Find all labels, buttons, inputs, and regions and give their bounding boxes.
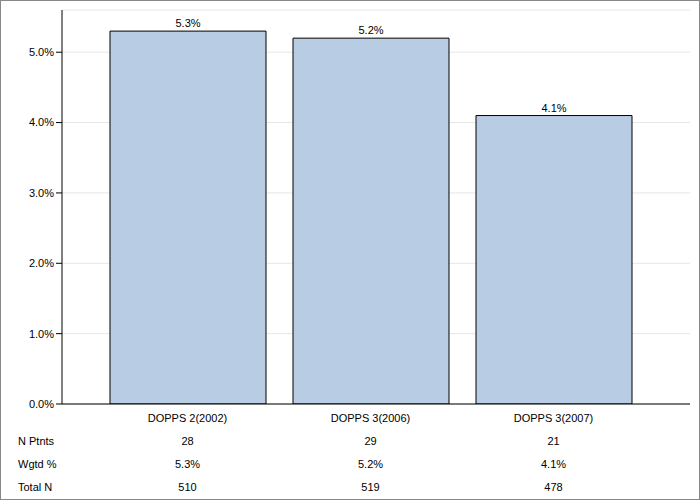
svg-text:29: 29 xyxy=(364,435,376,447)
svg-text:Wgtd %: Wgtd % xyxy=(18,458,57,470)
svg-text:4.0%: 4.0% xyxy=(29,116,54,128)
svg-text:519: 519 xyxy=(361,481,379,493)
svg-text:28: 28 xyxy=(181,435,193,447)
svg-text:4.1%: 4.1% xyxy=(541,102,566,114)
svg-text:4.1%: 4.1% xyxy=(541,458,566,470)
svg-text:5.2%: 5.2% xyxy=(358,24,383,36)
svg-text:DOPPS 3(2006): DOPPS 3(2006) xyxy=(331,412,410,424)
svg-text:510: 510 xyxy=(178,481,196,493)
svg-text:21: 21 xyxy=(547,435,559,447)
svg-text:5.3%: 5.3% xyxy=(175,458,200,470)
svg-text:0.0%: 0.0% xyxy=(29,398,54,410)
svg-text:5.2%: 5.2% xyxy=(358,458,383,470)
svg-text:Total N: Total N xyxy=(18,481,52,493)
svg-text:5.3%: 5.3% xyxy=(175,17,200,29)
svg-text:2.0%: 2.0% xyxy=(29,257,54,269)
svg-text:3.0%: 3.0% xyxy=(29,187,54,199)
svg-text:1.0%: 1.0% xyxy=(29,328,54,340)
svg-text:N Ptnts: N Ptnts xyxy=(18,435,55,447)
svg-text:5.0%: 5.0% xyxy=(29,46,54,58)
svg-text:DOPPS 3(2007): DOPPS 3(2007) xyxy=(514,412,593,424)
svg-text:478: 478 xyxy=(544,481,562,493)
svg-text:DOPPS 2(2002): DOPPS 2(2002) xyxy=(148,412,227,424)
